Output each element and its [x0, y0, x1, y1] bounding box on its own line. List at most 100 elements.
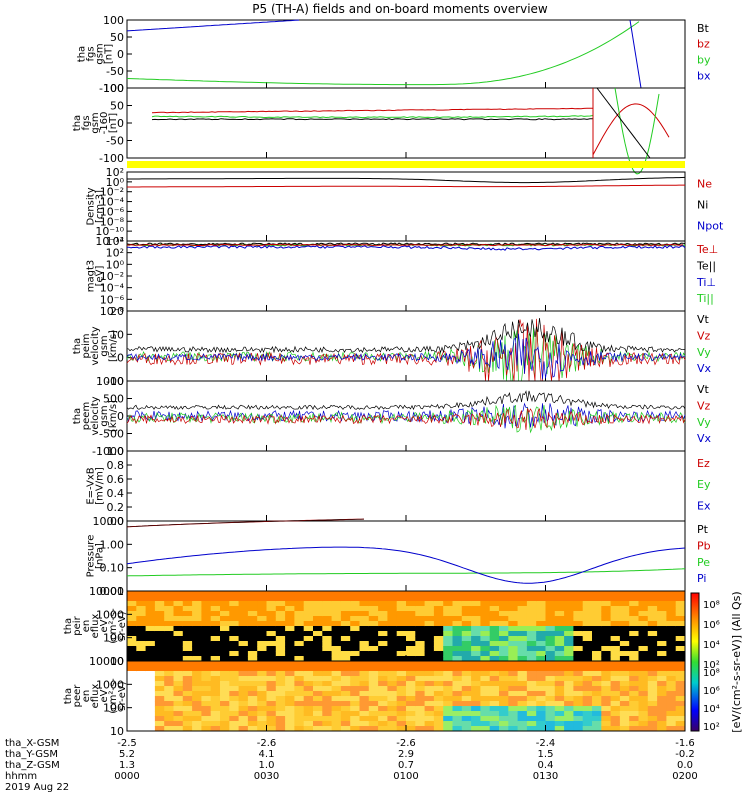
spectrogram-cell [592, 616, 602, 622]
spectrogram-cell [582, 726, 593, 732]
y-tick-label: 10⁻⁸ [100, 305, 125, 318]
spectrogram-cell [424, 651, 435, 657]
spectrogram-cell [433, 596, 444, 602]
spectrogram-cell [517, 696, 528, 702]
spectrogram-cell [489, 626, 500, 632]
spectrogram-cell [303, 606, 314, 612]
spectrogram-cell [220, 661, 230, 667]
spectrogram-cell [266, 606, 277, 612]
y-axis-label: fgs [81, 115, 92, 130]
panel-frame [126, 19, 686, 89]
y-axis-label: Pressure [86, 535, 97, 578]
spectrogram-cell [545, 706, 556, 712]
spectrogram-cell [201, 591, 212, 597]
spectrogram-cell [480, 611, 491, 617]
spectrogram-cell [396, 666, 407, 672]
spectrogram-cell [331, 636, 342, 642]
spectrogram-cell [313, 626, 323, 632]
legend-entry: Vx [697, 432, 712, 445]
spectrogram-cell [592, 666, 602, 672]
spectrogram-cell [127, 706, 137, 712]
spectrogram-cell [526, 651, 537, 657]
spectrogram-cell [247, 666, 258, 672]
spectrogram-cell [340, 611, 351, 617]
y-axis-label: [nT] [108, 113, 119, 133]
spectrogram-cell [433, 601, 444, 607]
spectrogram-cell [127, 726, 137, 732]
y-tick-label: 10⁻¹⁰ [95, 225, 124, 238]
spectrogram-cell [675, 691, 686, 697]
spectrogram-cell [582, 616, 593, 622]
spectrogram-cell [229, 601, 240, 607]
spectrogram-cell [350, 686, 360, 692]
y-tick-label: 0 [117, 410, 124, 423]
spectrogram-cell [192, 601, 202, 607]
spectrogram-cell [154, 681, 165, 687]
spectrogram-cell [322, 701, 333, 707]
spectrogram-cell [257, 666, 267, 672]
x-row-label: tha_Z-GSM [5, 760, 60, 771]
spectrogram-cell [238, 596, 249, 602]
y-axis-label: tha [77, 46, 88, 62]
spectrogram-cell [638, 646, 649, 652]
legend-entry: Ey [697, 478, 711, 491]
spectrogram-cell [220, 711, 230, 717]
spectrogram-cell [350, 681, 360, 687]
spectrogram-cell [619, 701, 630, 707]
y-axis-label: peer [72, 684, 83, 708]
spectrogram-cell [182, 666, 193, 672]
spectrogram-cell [136, 701, 147, 707]
spectrogram-cell [480, 651, 491, 657]
spectrogram-cell [517, 646, 528, 652]
spectrogram-cell [471, 596, 481, 602]
spectrogram-cell [182, 701, 193, 707]
spectrogram-cell [154, 721, 165, 727]
spectrogram-cell [406, 631, 416, 637]
spectrogram-cell [266, 641, 277, 647]
spectrogram-cell [182, 706, 193, 712]
spectrogram-cell [526, 671, 537, 677]
spectrogram-cell [666, 596, 677, 602]
spectrogram-cell [406, 721, 416, 727]
spectrogram-cell [164, 631, 174, 637]
spectrogram-cell [350, 606, 360, 612]
spectrogram-cell [647, 636, 658, 642]
y-tick-label: 100 [103, 632, 124, 645]
spectrogram-cell [415, 681, 426, 687]
spectrogram-cell [313, 661, 323, 667]
spectrogram-cell [526, 631, 537, 637]
spectrogram-cell [220, 716, 230, 722]
trace-vz [126, 318, 686, 382]
spectrogram-cell [192, 591, 202, 597]
spectrogram-cell [294, 611, 305, 617]
spectrogram-cell [145, 726, 156, 732]
y-axis-label: [nPa] [95, 543, 106, 569]
spectrogram-cell [610, 691, 621, 697]
spectrogram-cell [657, 591, 667, 597]
spectrogram-cell [461, 591, 472, 597]
spectrogram-cell [554, 671, 565, 677]
spectrogram-cell [657, 621, 667, 627]
spectrogram-cell [601, 621, 612, 627]
spectrogram-cell [406, 681, 416, 687]
spectrogram-cell [294, 661, 305, 667]
spectrogram-cell [526, 721, 537, 727]
spectrogram-cell [675, 716, 686, 722]
spectrogram-cell [266, 591, 277, 597]
legend-entry: Vy [697, 416, 711, 429]
spectrogram-cell [173, 651, 184, 657]
spectrogram-cell [331, 721, 342, 727]
spectrogram-cell [489, 676, 500, 682]
spectrogram-cell [452, 706, 463, 712]
spectrogram-cell [350, 676, 360, 682]
spectrogram-cell [229, 611, 240, 617]
spectrogram-cell [220, 726, 230, 732]
spectrogram-cell [499, 671, 509, 677]
spectrogram-cell [238, 601, 249, 607]
spectrogram-cell [340, 631, 351, 637]
spectrogram-cell [433, 676, 444, 682]
spectrogram-cell [666, 641, 677, 647]
spectrogram-cell [536, 701, 546, 707]
spectrogram-cell [582, 631, 593, 637]
spectrogram-cell [275, 606, 286, 612]
